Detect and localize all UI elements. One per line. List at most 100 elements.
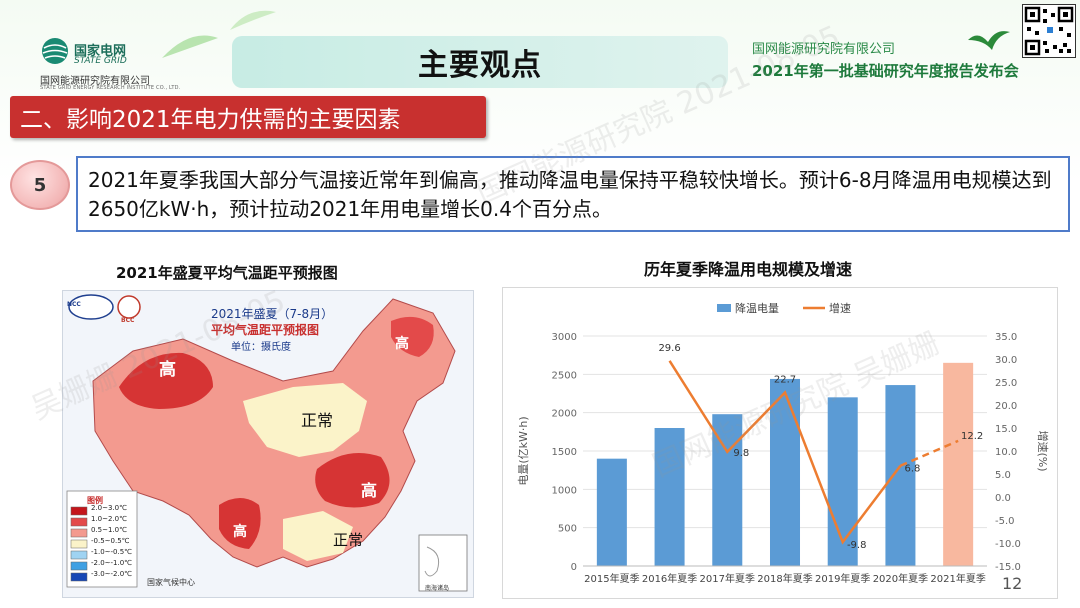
title-bar: 主要观点 xyxy=(232,36,728,88)
state-grid-globe-icon xyxy=(42,38,68,64)
bcc-logo-icon xyxy=(117,295,141,319)
logo-cn: 国家电网 xyxy=(74,44,127,59)
bar xyxy=(712,414,743,566)
org-name: 国网能源研究院有限公司 xyxy=(752,42,896,57)
map-zone-high-northeast xyxy=(391,316,434,357)
growth-data-label: 12.2 xyxy=(961,431,983,442)
map-zone-high-east xyxy=(315,453,390,508)
map-label-normal-s: 正常 xyxy=(333,531,364,549)
x-tick-label: 2020年夏季 xyxy=(873,572,928,585)
bar xyxy=(943,362,974,566)
leaf-decoration-icon xyxy=(162,35,218,58)
map-label-high-e: 高 xyxy=(361,481,378,500)
y2-tick-label: 20.0 xyxy=(995,401,1017,412)
chart-title: 历年夏季降温用电规模及增速 xyxy=(644,260,853,279)
y2-tick-label: 35.0 xyxy=(995,332,1017,343)
bcc-logo-text: BCC xyxy=(121,317,135,324)
x-tick-label: 2017年夏季 xyxy=(700,572,755,585)
y2-tick-label: -15.0 xyxy=(995,562,1021,573)
map-legend-label: 2.0~3.0℃ xyxy=(91,504,127,512)
growth-data-label: -9.8 xyxy=(847,540,867,551)
point-number: 5 xyxy=(33,174,47,196)
bar xyxy=(885,385,916,566)
map-legend-swatch xyxy=(70,561,88,571)
point-text-box: 2021年夏季我国大部分气温接近常年到偏高，推动降温电量保持平稳较快增长。预计6… xyxy=(76,156,1070,232)
temperature-anomaly-map: NCC BCC 2021年盛夏（7-8月） 平均气温距平预报图 单位：摄氏度 高… xyxy=(62,290,474,598)
y2-tick-label: 15.0 xyxy=(995,424,1017,435)
qr-code-icon xyxy=(1024,6,1074,56)
bar xyxy=(654,428,685,566)
y-tick-label: 3000 xyxy=(552,332,577,343)
chart-svg: 0 500 1000 1500 2000 2500 3000 -15.0 -10.0 -5.0 0.… xyxy=(517,301,1050,585)
y2-tick-label: 0.0 xyxy=(995,493,1011,504)
map-legend-label: -3.0~-2.0℃ xyxy=(91,570,133,578)
map-label-normal-n: 正常 xyxy=(301,411,334,430)
y2-tick-label: -5.0 xyxy=(995,516,1015,527)
y2-tick-label: 30.0 xyxy=(995,355,1017,366)
map-legend-label: -0.5~0.5℃ xyxy=(91,537,130,545)
leaf-decoration-icon-2 xyxy=(230,10,276,30)
page-title: 主要观点 xyxy=(418,48,542,83)
x-tick-label: 2019年夏季 xyxy=(815,572,870,585)
map-caption: 2021年盛夏平均气温距平预报图 xyxy=(116,264,338,282)
y-tick-label: 0 xyxy=(571,562,577,573)
logo-institute: 国网能源研究院有限公司 xyxy=(40,76,150,87)
map-legend-swatch xyxy=(70,506,88,516)
y-tick-label: 500 xyxy=(558,524,577,535)
map-legend-title: 图例 xyxy=(87,496,103,505)
bar xyxy=(769,378,801,566)
qr-code xyxy=(1022,4,1076,58)
conference-title: 2021年第一批基础研究年度报告发布会 xyxy=(752,62,1019,80)
growth-data-label: 6.8 xyxy=(904,464,920,475)
growth-line-forecast xyxy=(899,439,959,467)
south-sea-inset xyxy=(418,534,468,592)
x-tick-label: 2021年夏季 xyxy=(930,572,985,585)
x-tick-label: 2015年夏季 xyxy=(584,572,639,585)
y2-tick-label: -10.0 xyxy=(995,539,1021,550)
y2-tick-label: 25.0 xyxy=(995,378,1017,389)
map-legend-label: 1.0~2.0℃ xyxy=(91,515,127,523)
y2-tick-label: 5.0 xyxy=(995,470,1011,481)
growth-data-label: 22.7 xyxy=(774,375,796,386)
growth-data-label: 9.8 xyxy=(733,448,749,459)
y2-axis-title: 增速(%) xyxy=(1036,430,1050,471)
map-label-high-sw: 高 xyxy=(233,524,247,540)
legend-label-line: 增速 xyxy=(829,301,851,315)
y-tick-label: 2000 xyxy=(552,409,577,420)
legend-swatch-bar xyxy=(717,304,731,312)
map-legend-swatch xyxy=(70,539,88,549)
page-number: 12 xyxy=(1002,574,1023,593)
growth-data-label: 29.6 xyxy=(658,343,680,354)
map-legend-label: -1.0~-0.5℃ xyxy=(91,548,133,556)
bar xyxy=(596,458,627,566)
y-tick-label: 1000 xyxy=(552,485,577,496)
map-legend-swatch xyxy=(70,572,88,582)
map-legend-swatch xyxy=(70,550,88,560)
china-map-graphic xyxy=(66,294,468,592)
map-inset-label: 南海诸岛 xyxy=(425,585,450,592)
ncc-logo-text: NCC xyxy=(67,301,81,308)
bird-logo-icon xyxy=(968,31,1010,50)
y-tick-label: 1500 xyxy=(552,447,577,458)
section-title-bar: 二、影响2021年电力供需的主要因素 xyxy=(10,96,486,138)
map-inner-unit: 单位：摄氏度 xyxy=(231,342,291,353)
ncc-logo-icon xyxy=(68,294,114,320)
logo-institute-en: STATE GRID ENERGY RESEARCH INSTITUTE CO.… xyxy=(40,85,181,91)
bar xyxy=(827,397,858,566)
logo-en: STATE GRID xyxy=(74,56,127,66)
map-legend-swatch xyxy=(70,517,88,527)
map-legend-swatch xyxy=(70,528,88,538)
map-label-high-ne: 高 xyxy=(395,336,409,352)
section-title: 二、影响2021年电力供需的主要因素 xyxy=(20,107,401,133)
map-legend-label: -2.0~-1.0℃ xyxy=(91,559,133,567)
map-zone-high-northwest xyxy=(119,352,213,409)
map-inner-title-2: 平均气温距平预报图 xyxy=(211,323,320,337)
map-legend-label: 0.5~1.0℃ xyxy=(91,526,127,534)
y-tick-label: 2500 xyxy=(552,370,577,381)
map-zone-high-southwest xyxy=(219,498,261,549)
x-tick-label: 2016年夏季 xyxy=(642,572,697,585)
y2-tick-label: 10.0 xyxy=(995,447,1017,458)
point-text: 2021年夏季我国大部分气温接近常年到偏高，推动降温电量保持平稳较快增长。预计6… xyxy=(88,168,1052,221)
x-tick-label: 2018年夏季 xyxy=(757,572,812,585)
cooling-load-chart: 0 500 1000 1500 2000 2500 3000 -15.0 -10.0 -5.0 0.… xyxy=(502,287,1058,599)
